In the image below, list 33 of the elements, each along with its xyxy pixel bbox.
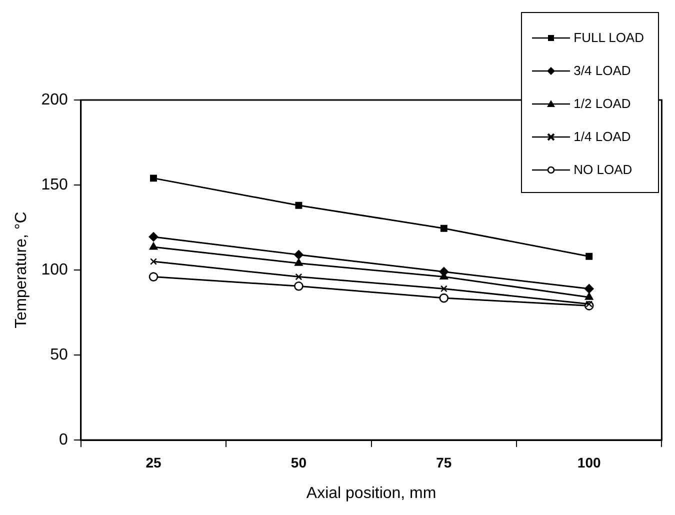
legend-label: 1/4 LOAD — [574, 129, 631, 144]
legend-label: NO LOAD — [574, 162, 632, 177]
x-tick-label: 75 — [436, 454, 452, 470]
point — [439, 267, 449, 276]
point — [440, 285, 448, 292]
x-tick-label: 50 — [290, 454, 307, 470]
legend-label: FULL LOAD — [574, 30, 644, 45]
point — [586, 252, 593, 260]
x-tick-label: 25 — [146, 454, 162, 470]
point — [439, 293, 449, 303]
point — [440, 224, 448, 232]
point — [295, 273, 302, 280]
point — [294, 250, 304, 260]
y-tick-label: 50 — [50, 346, 68, 364]
point — [294, 282, 304, 291]
point — [584, 284, 594, 294]
point — [150, 174, 157, 182]
y-tick-label: 100 — [41, 261, 68, 278]
point — [148, 272, 158, 282]
point — [584, 292, 594, 300]
point — [294, 258, 303, 266]
y-axis-title: Temperature, °C — [13, 212, 30, 328]
y-tick-label: 200 — [41, 91, 68, 108]
point — [295, 202, 302, 209]
y-tick-label: 150 — [41, 176, 68, 194]
x-axis-title: Axial position, mm — [306, 484, 436, 502]
y-tick-label: 0 — [58, 431, 68, 448]
x-tick-label: 100 — [577, 454, 601, 470]
point — [148, 232, 158, 242]
legend-label: 1/2 LOAD — [574, 96, 631, 111]
point — [149, 242, 158, 250]
legend-label: 3/4 LOAD — [574, 63, 631, 78]
point — [150, 258, 157, 265]
